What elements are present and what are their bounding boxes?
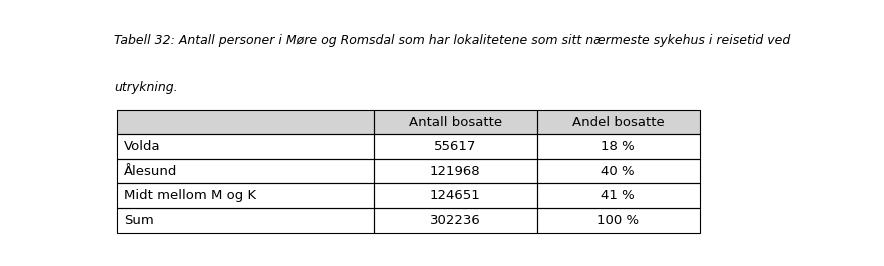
Bar — [118, 159, 374, 184]
Bar — [537, 159, 700, 184]
Bar — [537, 208, 700, 233]
Bar — [374, 110, 537, 134]
Bar — [118, 184, 374, 208]
Text: Antall bosatte: Antall bosatte — [408, 115, 501, 128]
Text: 124651: 124651 — [430, 189, 481, 202]
Bar — [374, 134, 537, 159]
Bar — [537, 184, 700, 208]
Bar — [374, 184, 537, 208]
Bar — [118, 110, 374, 134]
Text: 302236: 302236 — [430, 214, 481, 227]
Bar — [537, 134, 700, 159]
Bar — [374, 208, 537, 233]
Bar — [118, 134, 374, 159]
Text: Tabell 32: Antall personer i Møre og Romsdal som har lokalitetene som sitt nærme: Tabell 32: Antall personer i Møre og Rom… — [114, 34, 790, 47]
Text: Volda: Volda — [124, 140, 161, 153]
Bar — [374, 159, 537, 184]
Text: 41 %: 41 % — [601, 189, 635, 202]
Bar — [118, 110, 374, 134]
Bar — [537, 110, 700, 134]
Bar — [537, 208, 700, 233]
Text: 55617: 55617 — [434, 140, 476, 153]
Bar — [118, 208, 374, 233]
Text: 100 %: 100 % — [597, 214, 639, 227]
Bar — [118, 208, 374, 233]
Bar — [118, 184, 374, 208]
Text: Sum: Sum — [124, 214, 154, 227]
Bar — [374, 134, 537, 159]
Text: Midt mellom M og K: Midt mellom M og K — [124, 189, 256, 202]
Text: Ålesund: Ålesund — [124, 165, 178, 178]
Text: 40 %: 40 % — [601, 165, 635, 178]
Bar — [374, 110, 537, 134]
Bar — [118, 159, 374, 184]
Text: 121968: 121968 — [430, 165, 480, 178]
Text: 18 %: 18 % — [601, 140, 635, 153]
Bar — [537, 184, 700, 208]
Bar — [537, 159, 700, 184]
Text: utrykning.: utrykning. — [114, 81, 178, 94]
Bar — [537, 110, 700, 134]
Text: Andel bosatte: Andel bosatte — [572, 115, 665, 128]
Bar — [374, 159, 537, 184]
Bar — [537, 134, 700, 159]
Bar — [118, 134, 374, 159]
Bar — [374, 208, 537, 233]
Bar — [374, 184, 537, 208]
